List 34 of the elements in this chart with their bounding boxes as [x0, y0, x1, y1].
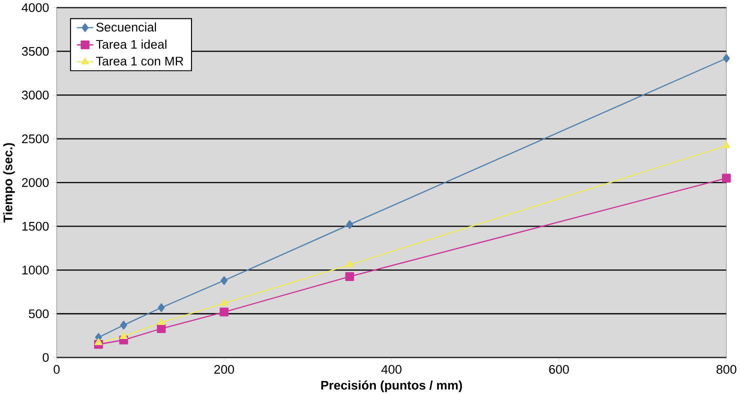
x-axis-title: Precisión (puntos / mm) [321, 380, 462, 392]
point [345, 272, 354, 281]
point [346, 260, 354, 268]
y-tick-label: 2500 [22, 134, 49, 144]
point [158, 303, 165, 312]
y-tick-label: 1000 [22, 265, 49, 274]
point [722, 174, 731, 182]
point [120, 320, 128, 330]
y-tick-label: 2000 [22, 178, 49, 187]
legend-label: Secuencial [96, 22, 156, 32]
y-tick-label: 500 [28, 309, 49, 318]
x-tick-label: 200 [214, 364, 234, 374]
point [94, 338, 102, 345]
y-tick-label: 3000 [22, 90, 49, 100]
y-tick-label: 0 [42, 352, 49, 362]
point [120, 332, 128, 339]
x-tick-label: 0 [54, 364, 60, 374]
y-tick-label: 1500 [22, 222, 49, 231]
x-tick-label: 600 [549, 364, 569, 374]
point [156, 324, 166, 333]
y-axis-title: Tiempo (sec.) [3, 142, 15, 222]
x-tick-label: 800 [716, 364, 736, 374]
point [157, 318, 166, 325]
point [220, 276, 228, 285]
point [220, 298, 228, 306]
point [346, 220, 354, 229]
y-tick-label: 4000 [22, 3, 49, 12]
legend-label: Tarea 1 ideal [96, 39, 166, 49]
y-tick-label: 3500 [22, 46, 49, 56]
point [722, 54, 730, 63]
point [220, 307, 229, 316]
x-tick-label: 400 [381, 364, 402, 374]
legend-label: Tarea 1 con MR [96, 56, 184, 66]
point [722, 141, 730, 148]
